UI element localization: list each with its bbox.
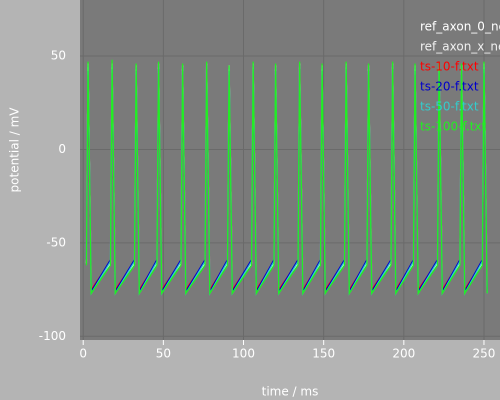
legend-label: ts-100-f.txt xyxy=(420,120,486,134)
series-line xyxy=(85,69,488,294)
x-tick-label: 250 xyxy=(473,347,496,361)
x-tick-label: 150 xyxy=(312,347,335,361)
legend-label: ref_axon_x_ne xyxy=(420,40,500,54)
x-tick-label: 200 xyxy=(392,347,415,361)
y-tick-label: 0 xyxy=(58,142,66,156)
legend-label: ref_axon_0_ne xyxy=(420,20,500,34)
y-tick-label: -50 xyxy=(46,235,66,249)
y-axis-label: potential / mV xyxy=(8,107,22,193)
legend-label: ts-50-f.txt xyxy=(420,100,479,114)
x-axis-label: time / ms xyxy=(262,385,319,399)
legend-label: ts-20-f.txt xyxy=(420,80,479,94)
y-tick-label: -100 xyxy=(39,329,66,343)
series-line xyxy=(85,59,488,296)
x-tick-label: 0 xyxy=(79,347,87,361)
series-group xyxy=(85,59,488,296)
x-tick-label: 50 xyxy=(156,347,171,361)
x-tick-label: 100 xyxy=(232,347,255,361)
plot-area xyxy=(80,0,500,340)
legend-label: ts-10-f.txt xyxy=(420,60,479,74)
y-tick-label: 50 xyxy=(51,49,66,63)
